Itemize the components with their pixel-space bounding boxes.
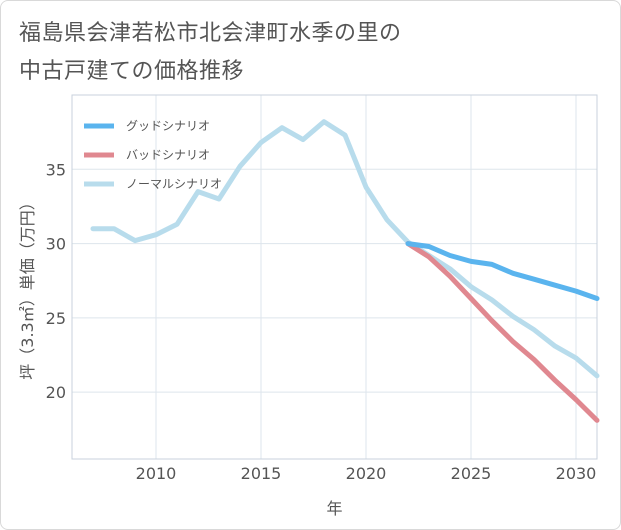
chart-title: 福島県会津若松市北会津町水季の里の 中古戸建ての価格推移 — [19, 15, 402, 91]
y-tick-label: 35 — [46, 160, 66, 179]
y-tick-label: 20 — [46, 383, 66, 402]
x-tick-label: 2030 — [556, 464, 597, 483]
x-tick-label: 2020 — [346, 464, 387, 483]
chart-title-line-2: 中古戸建ての価格推移 — [19, 59, 245, 84]
x-tick-label: 2025 — [451, 464, 492, 483]
x-axis-title: 年 — [326, 499, 342, 518]
legend-label: グッドシナリオ — [126, 119, 210, 133]
y-tick-label: 30 — [46, 235, 66, 254]
grid — [72, 95, 597, 459]
x-tick-label: 2010 — [136, 464, 177, 483]
series-line — [405, 241, 600, 301]
x-tick-label: 2015 — [241, 464, 282, 483]
y-axis-title: 坪（3.3㎡）単価（万円） — [18, 194, 37, 379]
legend-label: バッドシナリオ — [126, 148, 210, 162]
y-tick-label: 25 — [46, 309, 66, 328]
series-lines — [90, 119, 600, 423]
chart-title-line-1: 福島県会津若松市北会津町水季の里の — [19, 21, 402, 46]
plot-frame — [71, 94, 598, 460]
legend-label: ノーマルシナリオ — [126, 177, 222, 191]
series-line — [90, 119, 600, 379]
series-line — [405, 241, 600, 423]
